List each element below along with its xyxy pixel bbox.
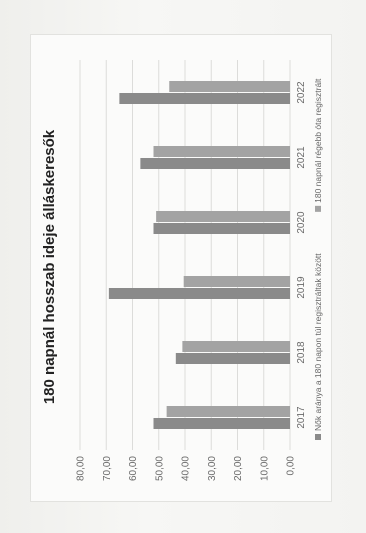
category-label-2019: 2019: [296, 276, 307, 299]
bar-2022-series-2: [169, 81, 290, 92]
chart-rotated-group: 2022 2021 2020 2019 2018 2017 0,00 10,00 20,00 3…: [41, 60, 323, 481]
category-label-2020: 2020: [296, 211, 307, 234]
legend-swatch-2: [315, 205, 321, 212]
value-tick-label: 80,00: [76, 456, 87, 481]
bar-2022-series-1: [119, 93, 290, 104]
category-label-2022: 2022: [296, 81, 307, 104]
bar-2017-series-2: [166, 406, 290, 417]
legend: Nők aránya a 180 napon túl regisztráltak…: [313, 78, 323, 440]
bar-2021-series-2: [153, 146, 290, 157]
bar-2021-series-1: [140, 158, 290, 169]
value-tick-label: 20,00: [233, 456, 244, 481]
bar-2018-series-2: [182, 341, 290, 352]
value-tick-label: 40,00: [181, 456, 192, 481]
value-tick-label: 10,00: [259, 456, 270, 481]
category-label-2017: 2017: [296, 406, 307, 429]
value-tick-label: 50,00: [154, 456, 165, 481]
value-tick-label: 60,00: [128, 456, 139, 481]
bar-2019-series-2: [183, 276, 290, 287]
value-tick-labels: 0,00 10,00 20,00 30,00 40,00 50,00 60,00 70,00 8…: [76, 456, 297, 481]
value-tick-label: 30,00: [207, 456, 218, 481]
legend-swatch-1: [315, 434, 321, 440]
chart-title: 180 napnál hosszab ideje álláskeresők: [41, 129, 58, 404]
category-labels: 2022 2021 2020 2019 2018 2017: [296, 81, 307, 429]
legend-label-1: Nők aránya a 180 napon túl regisztráltak…: [313, 253, 323, 431]
bar-2019-series-1: [108, 288, 290, 299]
legend-label-2: 180 napnál régebb óta regisztrált: [313, 78, 323, 203]
value-tick-label: 0,00: [286, 456, 297, 476]
bar-2017-series-1: [153, 418, 290, 429]
category-label-2018: 2018: [296, 341, 307, 364]
bar-2018-series-1: [175, 353, 290, 364]
bar-2020-series-1: [153, 223, 290, 234]
bar-2020-series-2: [156, 211, 290, 222]
gridlines: [79, 60, 291, 450]
category-label-2021: 2021: [296, 146, 307, 169]
bars: [108, 81, 290, 429]
value-tick-label: 70,00: [102, 456, 113, 481]
